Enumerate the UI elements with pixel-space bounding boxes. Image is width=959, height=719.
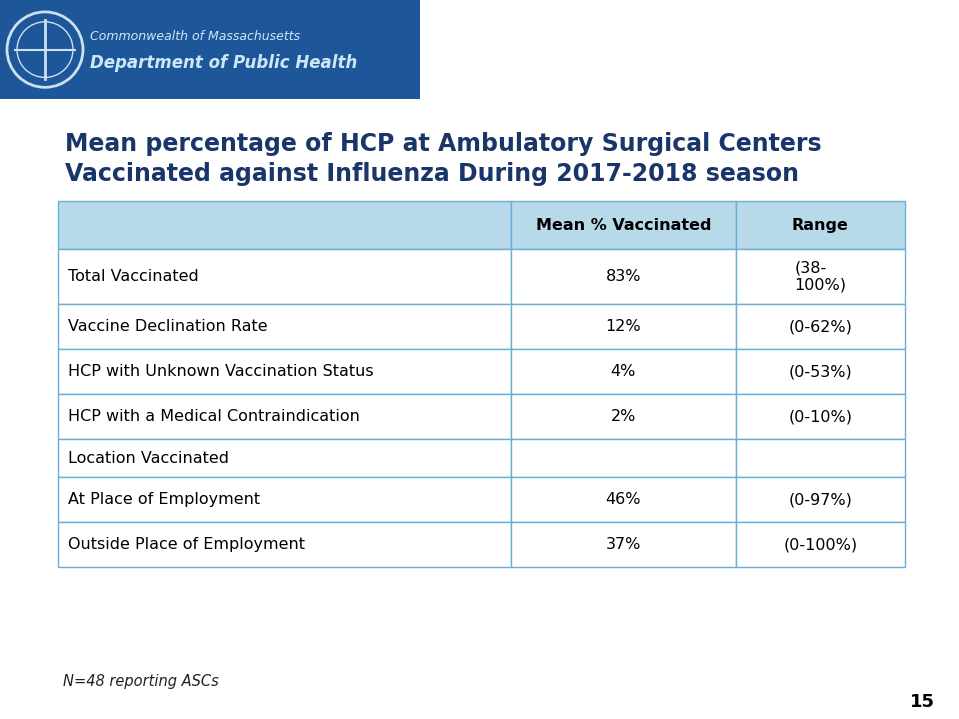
FancyBboxPatch shape: [511, 349, 736, 394]
Text: At Place of Employment: At Place of Employment: [68, 492, 260, 507]
Text: HCP with a Medical Contraindication: HCP with a Medical Contraindication: [68, 409, 360, 424]
FancyBboxPatch shape: [736, 477, 905, 522]
Text: (0-10%): (0-10%): [788, 409, 853, 424]
FancyBboxPatch shape: [736, 394, 905, 439]
Text: Vaccine Declination Rate: Vaccine Declination Rate: [68, 319, 268, 334]
FancyBboxPatch shape: [58, 249, 511, 304]
Text: 83%: 83%: [606, 269, 642, 284]
Text: 12%: 12%: [605, 319, 642, 334]
FancyBboxPatch shape: [736, 249, 905, 304]
Text: Mean % Vaccinated: Mean % Vaccinated: [536, 218, 712, 233]
FancyBboxPatch shape: [58, 201, 511, 249]
Bar: [0, 0, 420, 99]
Text: HCP with Unknown Vaccination Status: HCP with Unknown Vaccination Status: [68, 364, 374, 379]
Text: N=48 reporting ASCs: N=48 reporting ASCs: [63, 674, 219, 689]
Text: (0-53%): (0-53%): [788, 364, 853, 379]
FancyBboxPatch shape: [511, 201, 736, 249]
FancyBboxPatch shape: [511, 477, 736, 522]
Text: Department of Public Health: Department of Public Health: [90, 53, 358, 71]
Text: 15: 15: [910, 693, 935, 711]
Text: Total Vaccinated: Total Vaccinated: [68, 269, 199, 284]
FancyBboxPatch shape: [58, 522, 511, 567]
FancyBboxPatch shape: [511, 394, 736, 439]
FancyBboxPatch shape: [736, 304, 905, 349]
FancyBboxPatch shape: [58, 304, 511, 349]
FancyBboxPatch shape: [511, 439, 736, 477]
Text: 46%: 46%: [606, 492, 642, 507]
FancyBboxPatch shape: [58, 394, 511, 439]
Text: Commonwealth of Massachusetts: Commonwealth of Massachusetts: [90, 30, 300, 43]
Text: (0-97%): (0-97%): [788, 492, 853, 507]
FancyBboxPatch shape: [58, 477, 511, 522]
Text: 2%: 2%: [611, 409, 636, 424]
Text: Range: Range: [792, 218, 849, 233]
FancyBboxPatch shape: [511, 304, 736, 349]
FancyBboxPatch shape: [511, 249, 736, 304]
FancyBboxPatch shape: [511, 522, 736, 567]
FancyBboxPatch shape: [736, 522, 905, 567]
Text: Outside Place of Employment: Outside Place of Employment: [68, 537, 305, 552]
FancyBboxPatch shape: [736, 439, 905, 477]
Text: (0-62%): (0-62%): [788, 319, 853, 334]
FancyBboxPatch shape: [58, 349, 511, 394]
Text: 2017-2018  Results:: 2017-2018 Results:: [557, 23, 823, 47]
Text: (38-
100%): (38- 100%): [794, 260, 846, 293]
Text: 37%: 37%: [606, 537, 641, 552]
FancyBboxPatch shape: [736, 201, 905, 249]
Text: Ambulatory Surgical Centers: Ambulatory Surgical Centers: [498, 55, 882, 78]
Text: Vaccinated against Influenza During 2017-2018 season: Vaccinated against Influenza During 2017…: [65, 162, 799, 186]
Text: Mean percentage of HCP at Ambulatory Surgical Centers: Mean percentage of HCP at Ambulatory Sur…: [65, 132, 822, 156]
FancyBboxPatch shape: [736, 349, 905, 394]
Text: Location Vaccinated: Location Vaccinated: [68, 451, 229, 466]
FancyBboxPatch shape: [58, 439, 511, 477]
Text: 4%: 4%: [611, 364, 636, 379]
Text: (0-100%): (0-100%): [784, 537, 857, 552]
